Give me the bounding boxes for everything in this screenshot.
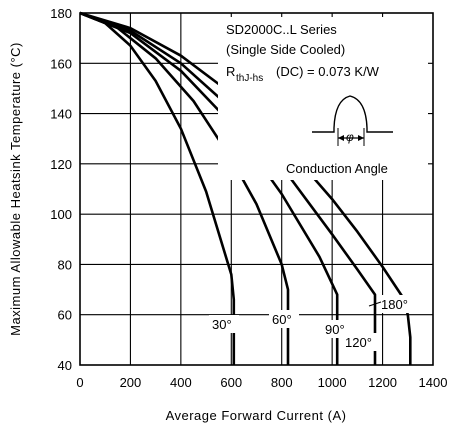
series-label-90deg: 90° — [325, 322, 345, 337]
cooling-note: (Single Side Cooled) — [226, 42, 345, 57]
y-tick-label: 180 — [50, 6, 72, 21]
rth-prefix: R — [226, 64, 235, 79]
y-tick-label: 100 — [50, 207, 72, 222]
x-tick-label: 1200 — [368, 375, 397, 390]
y-tick-label: 120 — [50, 157, 72, 172]
x-tick-label: 200 — [120, 375, 142, 390]
series-label-180deg: 180° — [381, 297, 408, 312]
series-label-30deg: 30° — [212, 317, 232, 332]
tick-labels: 0 200 400 600 800 1000 1200 1400 40 60 80 100 120 140… — [50, 6, 447, 390]
y-tick-label: 160 — [50, 56, 72, 71]
conduction-angle-label: Conduction Angle — [286, 161, 388, 176]
series-line-180deg — [79, 11, 412, 365]
x-tick-label: 800 — [271, 375, 293, 390]
y-tick-label: 140 — [50, 107, 72, 122]
series-label-120deg: 120° — [345, 335, 372, 350]
x-axis-title: Average Forward Current (A) — [166, 408, 347, 423]
x-tick-label: 1000 — [318, 375, 347, 390]
y-tick-label: 60 — [58, 308, 72, 323]
x-tick-label: 1400 — [419, 375, 448, 390]
y-tick-label: 40 — [58, 358, 72, 373]
rth-value: (DC) = 0.073 K/W — [276, 64, 380, 79]
phi-symbol: φ — [346, 130, 354, 144]
x-tick-label: 600 — [220, 375, 242, 390]
series-title: SD2000C..L Series — [226, 22, 337, 37]
series-labels: 30° 60° 90°120° 180° — [209, 295, 416, 351]
rth-subscript: thJ-hs — [236, 73, 263, 84]
series-line-30deg — [79, 11, 236, 365]
x-tick-label: 0 — [76, 375, 83, 390]
conduction-angle-waveform-icon: φ — [312, 95, 393, 146]
plot-frame — [79, 12, 434, 366]
y-axis-title: Maximum Allowable Heatsink Temperature (… — [8, 42, 23, 336]
y-tick-label: 80 — [58, 257, 72, 272]
x-tick-label: 400 — [170, 375, 192, 390]
series-label-60deg: 60° — [272, 312, 292, 327]
annotation-box — [218, 17, 428, 180]
